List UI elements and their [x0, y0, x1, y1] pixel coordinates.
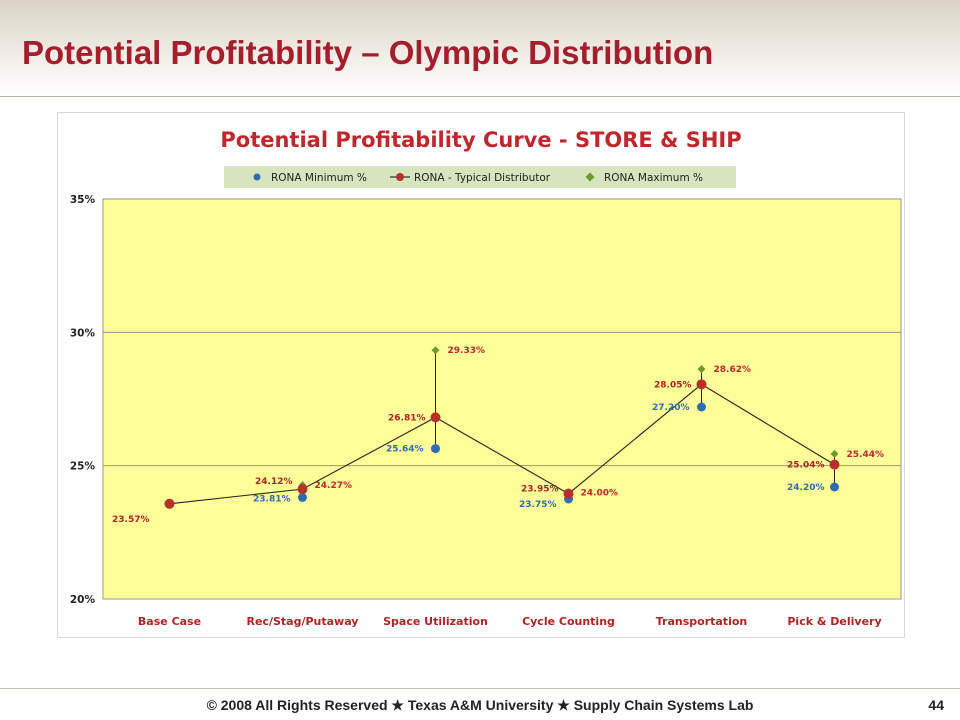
chart-frame: Potential Profitability Curve - STORE & …: [57, 112, 905, 638]
x-tick-label: Cycle Counting: [522, 615, 615, 628]
header-band: [0, 0, 960, 96]
y-tick-label: 20%: [70, 594, 96, 606]
marker-min: [697, 402, 706, 412]
legend-label-min: RONA Minimum %: [271, 172, 367, 184]
y-tick-label: 25%: [70, 461, 96, 473]
legend-marker-max: [585, 172, 595, 182]
footer-copyright: © 2008 All Rights Reserved ★ Texas A&M U…: [206, 697, 754, 713]
data-label-min: 27.20%: [652, 403, 690, 413]
data-label-min: 25.64%: [386, 445, 424, 455]
y-tick-label: 30%: [70, 327, 96, 339]
data-label-typical: 28.05%: [654, 380, 692, 390]
profitability-chart: Potential Profitability Curve - STORE & …: [70, 128, 902, 628]
legend-label-typical: RONA - Typical Distributor: [414, 172, 551, 184]
footer-divider: [0, 688, 960, 689]
marker-typical: [164, 498, 175, 509]
marker-typical: [829, 459, 840, 470]
header-divider: [0, 96, 960, 97]
data-label-typical: 26.81%: [388, 413, 426, 423]
data-label-min: 24.20%: [787, 483, 825, 493]
marker-typical: [297, 484, 308, 495]
x-tick-label: Transportation: [656, 615, 747, 628]
chart-legend: RONA Minimum % RONA - Typical Distributor…: [224, 166, 736, 188]
marker-max: [697, 365, 706, 374]
page-number: 44: [928, 697, 944, 713]
x-tick-label: Pick & Delivery: [787, 615, 881, 628]
data-label-typical: 23.57%: [112, 515, 150, 525]
data-label-min: 23.75%: [519, 500, 557, 510]
data-label-max: 25.44%: [847, 450, 885, 460]
legend-background: [224, 166, 736, 188]
data-label-typical: 23.95%: [521, 485, 559, 495]
marker-min: [431, 444, 440, 454]
legend-label-max: RONA Maximum %: [604, 172, 703, 184]
data-label-max: 24.00%: [581, 488, 619, 498]
legend-marker-min: [253, 173, 261, 181]
data-label-max: 24.27%: [315, 481, 353, 491]
marker-min: [830, 482, 839, 492]
x-tick-label: Rec/Stag/Putaway: [247, 615, 359, 628]
data-label-max: 28.62%: [714, 365, 752, 375]
marker-min: [298, 492, 307, 502]
x-tick-label: Space Utilization: [383, 615, 488, 628]
slide-title: Potential Profitability – Olympic Distri…: [22, 34, 714, 71]
marker-typical: [696, 379, 707, 390]
marker-typical: [563, 488, 574, 499]
x-tick-label: Base Case: [138, 615, 201, 628]
chart-title: Potential Profitability Curve - STORE & …: [220, 128, 741, 152]
marker-typical: [430, 412, 441, 423]
y-tick-label: 35%: [70, 194, 96, 206]
plot-area: [102, 198, 902, 600]
marker-max: [431, 346, 440, 355]
series-line-typical: [169, 383, 835, 505]
legend-marker-typical: [396, 173, 404, 181]
data-label-min: 23.81%: [253, 494, 291, 504]
data-label-max: 29.33%: [448, 346, 486, 356]
marker-max: [830, 449, 839, 458]
data-label-typical: 24.12%: [255, 477, 293, 487]
data-label-typical: 25.04%: [787, 461, 825, 471]
